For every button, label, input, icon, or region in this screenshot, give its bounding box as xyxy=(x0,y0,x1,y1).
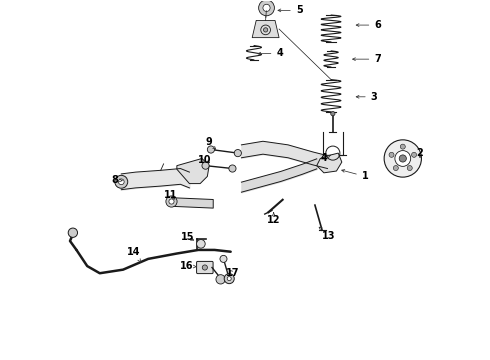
Polygon shape xyxy=(317,153,342,173)
Text: 4: 4 xyxy=(258,48,283,58)
Circle shape xyxy=(400,144,405,149)
Text: 11: 11 xyxy=(164,190,177,201)
Circle shape xyxy=(389,152,394,157)
Circle shape xyxy=(202,265,207,270)
Text: 5: 5 xyxy=(278,5,302,15)
Text: 4: 4 xyxy=(320,153,330,163)
Text: 12: 12 xyxy=(267,212,280,225)
Circle shape xyxy=(220,255,227,262)
Circle shape xyxy=(395,150,411,166)
Circle shape xyxy=(393,166,398,171)
Text: 1: 1 xyxy=(342,170,368,181)
Circle shape xyxy=(119,179,124,185)
Circle shape xyxy=(196,239,205,248)
Circle shape xyxy=(216,275,225,284)
Circle shape xyxy=(412,152,416,157)
Circle shape xyxy=(68,228,77,237)
Text: 9: 9 xyxy=(205,138,216,149)
Circle shape xyxy=(264,28,268,32)
Text: 13: 13 xyxy=(319,227,336,240)
Text: 15: 15 xyxy=(181,232,195,242)
Circle shape xyxy=(227,276,231,281)
Circle shape xyxy=(166,196,177,207)
Circle shape xyxy=(229,165,236,172)
Polygon shape xyxy=(177,158,209,184)
Text: 17: 17 xyxy=(226,268,240,278)
Circle shape xyxy=(115,175,128,188)
Text: 6: 6 xyxy=(356,20,381,30)
Text: 7: 7 xyxy=(353,54,381,64)
Polygon shape xyxy=(252,21,279,38)
Text: 8: 8 xyxy=(112,175,122,185)
Circle shape xyxy=(234,149,242,157)
Circle shape xyxy=(331,112,335,116)
FancyBboxPatch shape xyxy=(196,261,213,274)
Circle shape xyxy=(169,199,174,204)
Text: 14: 14 xyxy=(127,247,141,262)
Circle shape xyxy=(384,140,421,177)
Text: 10: 10 xyxy=(198,155,212,165)
Text: 16: 16 xyxy=(180,261,196,271)
Text: 2: 2 xyxy=(416,148,423,158)
Circle shape xyxy=(224,274,234,284)
Circle shape xyxy=(399,155,406,162)
Circle shape xyxy=(207,146,215,153)
Text: 3: 3 xyxy=(356,92,377,102)
Circle shape xyxy=(259,0,274,16)
Circle shape xyxy=(202,162,209,169)
Circle shape xyxy=(263,4,270,12)
Circle shape xyxy=(407,166,412,171)
